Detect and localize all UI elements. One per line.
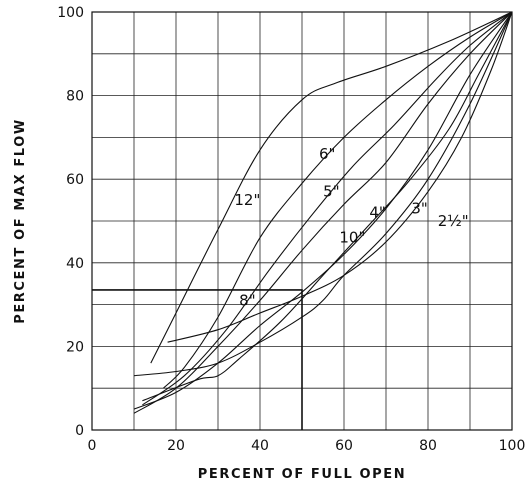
y-tick-label: 40	[66, 256, 84, 272]
series-line	[142, 11, 513, 406]
x-tick-label: 40	[251, 438, 269, 454]
y-tick-label: 80	[66, 89, 84, 105]
series-line	[142, 11, 513, 402]
y-tick-label: 20	[66, 339, 84, 355]
x-tick-label: 0	[88, 438, 97, 454]
curve-labels: 12" 6" 5" 4" 3" 2½" 10" 8"	[234, 145, 468, 309]
x-tick-labels: 0 20 40 60 80 100	[88, 438, 526, 454]
series-label: 12"	[234, 191, 260, 209]
series-line	[133, 11, 513, 410]
y-tick-label: 60	[66, 172, 84, 188]
y-tick-label: 100	[57, 5, 84, 21]
series-line	[167, 11, 513, 343]
x-axis-title: PERCENT OF FULL OPEN	[198, 467, 406, 482]
reference-line-group	[92, 289, 303, 430]
x-tick-label: 100	[499, 438, 526, 454]
plot-frame	[91, 11, 513, 431]
series-line	[133, 11, 513, 377]
x-tick-label: 60	[335, 438, 353, 454]
series-label: 5"	[323, 183, 339, 201]
series-label: 3"	[411, 199, 427, 217]
series-line	[163, 11, 513, 389]
y-axis-title: PERCENT OF MAX FLOW	[13, 118, 28, 324]
series-label: 4"	[369, 204, 385, 222]
x-tick-label: 80	[419, 438, 437, 454]
series-label: 2½"	[438, 212, 469, 230]
series-line	[133, 11, 513, 414]
series-label: 10"	[339, 229, 365, 247]
x-tick-label: 20	[167, 438, 185, 454]
series-line	[150, 11, 513, 364]
y-tick-labels: 0 20 40 60 80 100	[57, 5, 84, 439]
y-tick-label: 0	[75, 423, 84, 439]
series-curves	[133, 11, 513, 414]
grid	[92, 12, 512, 430]
reference-line	[92, 289, 303, 430]
series-label: 8"	[239, 291, 255, 309]
series-label: 6"	[319, 145, 335, 163]
